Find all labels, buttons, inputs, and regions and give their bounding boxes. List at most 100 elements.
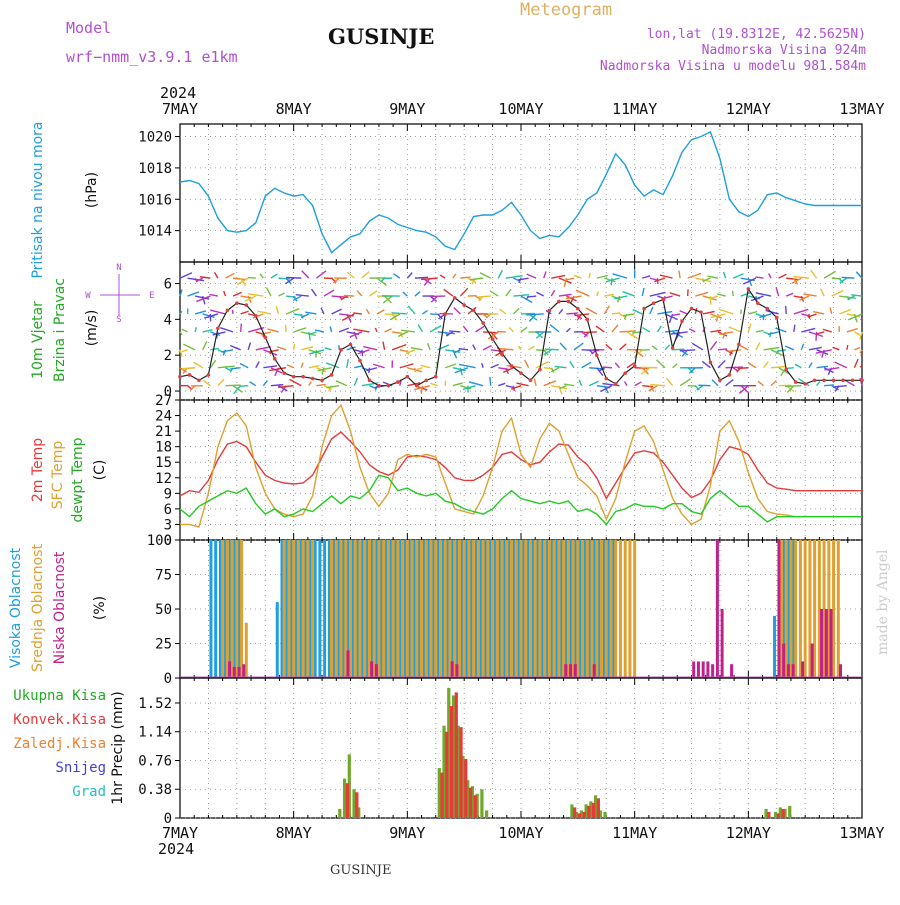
niska-oblacnost-bar — [801, 661, 804, 678]
konvek.kisa-bar — [767, 812, 770, 818]
konvek.kisa-bar — [597, 798, 600, 818]
wind-arrow — [491, 350, 504, 352]
cloud-ylabel-1: Visoka Oblacnost — [8, 547, 24, 668]
ytick-label: 1.52 — [138, 696, 172, 712]
wind-arrow — [225, 273, 234, 278]
wind-speed-point — [623, 371, 627, 375]
wind-arrow — [833, 347, 840, 349]
wind-arrow — [566, 278, 574, 280]
srednja-oblacnost-bar — [231, 540, 234, 678]
srednja-oblacnost-bar — [624, 540, 627, 678]
bottom-year-label: 2024 — [158, 840, 194, 858]
niska-oblacnost-bar — [706, 661, 709, 678]
wind-arrow — [652, 346, 657, 350]
wind-arrow — [506, 276, 523, 278]
niska-oblacnost-bar — [569, 664, 572, 678]
wind-arrow — [570, 361, 574, 367]
wind-arrow — [769, 273, 771, 278]
srednja-oblacnost-bar — [373, 540, 376, 678]
wind-arrow — [453, 274, 456, 278]
wind-arrow — [230, 345, 240, 349]
wind-arrow — [642, 328, 649, 332]
bottom-date-label: 12MAY — [726, 824, 771, 842]
srednja-oblacnost-bar — [628, 540, 631, 678]
srednja-oblacnost-bar — [562, 540, 565, 678]
wind-arrow — [710, 330, 721, 332]
wind-arrow — [301, 347, 313, 350]
wind-arrow — [708, 276, 718, 278]
wind-arrow — [286, 277, 301, 278]
model-name: wrf−nmm_v3.9.1 e1km — [66, 48, 238, 66]
wind-arrow — [385, 314, 397, 315]
srednja-oblacnost-bar — [505, 540, 508, 678]
wind-arrow — [526, 314, 543, 315]
visoka-oblacnost-bar — [214, 540, 217, 678]
wind-arrow — [369, 386, 375, 389]
wind-arrow — [851, 295, 862, 296]
wind-arrow — [650, 385, 665, 386]
wind-arrow — [279, 278, 290, 279]
wind-arrow — [856, 272, 862, 278]
wind-arrow — [642, 276, 650, 278]
ytick-label: 0.38 — [138, 782, 172, 798]
ukupna-kisa-bar — [485, 810, 488, 818]
wind-arrow — [195, 327, 196, 332]
top-date-label: 13MAY — [839, 100, 884, 118]
srednja-oblacnost-bar — [226, 540, 229, 678]
wind-arrow — [801, 328, 815, 331]
ytick-label: 0 — [164, 811, 172, 827]
ytick-label: 50 — [155, 602, 172, 618]
credit-label: made by Angel — [875, 549, 891, 655]
precip-legend-item: Ukupna Kisa — [13, 688, 106, 704]
wind-arrow — [555, 366, 567, 367]
konvek.kisa-bar — [469, 788, 472, 818]
ukupna-kisa-bar — [352, 789, 355, 818]
wind-arrow — [296, 295, 309, 296]
wind-arrow — [525, 360, 529, 368]
wind-arrow — [316, 271, 326, 278]
srednja-oblacnost-bar — [510, 540, 513, 678]
wind-speed-point — [254, 314, 258, 318]
ytick-label: 15 — [155, 455, 172, 471]
wind-arrow — [256, 361, 259, 367]
wind-arrow — [294, 328, 307, 332]
wind-arrow — [586, 308, 597, 314]
srednja-oblacnost-bar — [425, 540, 428, 678]
srednja-oblacnost-bar — [463, 540, 466, 678]
wind-speed-point — [784, 368, 788, 372]
wind-arrow — [479, 296, 491, 297]
wind-speed-point — [813, 378, 817, 382]
wind-arrow — [362, 272, 369, 278]
wind-arrow — [430, 326, 441, 332]
wind-arrow — [400, 350, 408, 352]
wind-speed-point — [443, 312, 447, 316]
srednja-oblacnost-bar — [548, 540, 551, 678]
ytick-label: 1018 — [138, 161, 172, 177]
compass-n: N — [116, 263, 121, 273]
niska-oblacnost-bar — [825, 609, 828, 678]
wind-arrow — [650, 307, 653, 314]
wind-ylabel-1: 10m Vjetar — [30, 301, 46, 379]
ukupna-kisa-bar — [570, 804, 573, 818]
srednja-oblacnost-bar — [358, 540, 361, 678]
wind-speed-point — [604, 377, 608, 381]
srednja-oblacnost-bar — [354, 540, 357, 678]
visoka-oblacnost-bar — [209, 540, 212, 678]
srednja-oblacnost-bar — [392, 540, 395, 678]
wind-arrow — [779, 274, 787, 278]
wind-speed-point — [301, 375, 305, 379]
ytick-label: 1016 — [138, 192, 172, 208]
wind-arrow — [673, 349, 685, 350]
wind-speed-point — [557, 300, 561, 304]
wind-arrow — [224, 291, 226, 296]
srednja-oblacnost-bar — [553, 540, 556, 678]
srednja-oblacnost-bar — [453, 540, 456, 678]
srednja-oblacnost-bar — [363, 540, 366, 678]
ukupna-kisa-bar — [343, 779, 346, 818]
wind-arrow — [418, 325, 422, 332]
wind-arrow — [278, 386, 294, 388]
srednja-oblacnost-bar — [221, 540, 224, 678]
wind-arrow — [771, 381, 776, 386]
wind-arrow — [239, 386, 248, 387]
